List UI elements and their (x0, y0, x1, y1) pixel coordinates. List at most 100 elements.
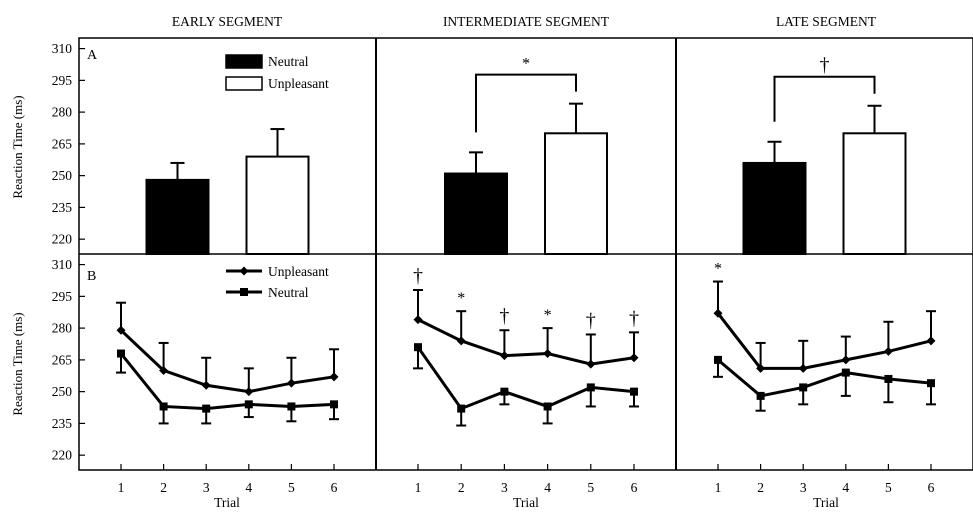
x-tick-label: 3 (800, 480, 807, 495)
ylabel-row-a: Reaction Time (ms) (10, 95, 25, 198)
column-title-late: LATE SEGMENT (776, 14, 877, 29)
row-label-a: A (87, 48, 98, 63)
x-tick-label: 6 (928, 480, 935, 495)
point-unpleasant (926, 336, 936, 346)
legend-label-unpleasant: Unpleasant (268, 76, 329, 91)
significance-bracket (475, 73, 577, 133)
y-tick-label: 250 (52, 384, 73, 399)
point-unpleasant (883, 346, 893, 356)
series-line-neutral (717, 358, 932, 398)
x-tick-label: 1 (118, 480, 125, 495)
point-neutral (414, 343, 422, 352)
point-neutral (799, 383, 808, 392)
column-title-intermediate: INTERMEDIATE SEGMENT (443, 14, 610, 29)
y-tick-label: 265 (52, 136, 73, 151)
point-neutral (714, 355, 722, 364)
point-neutral (884, 374, 893, 383)
legend-label-neutral-line: Neutral (268, 285, 309, 300)
x-tick-label: 1 (415, 480, 422, 495)
point-neutral (244, 400, 253, 409)
legend-marker-neutral (240, 288, 248, 296)
trial-significance-marker: † (499, 305, 509, 327)
series-line-neutral (416, 346, 635, 411)
series-line-unpleasant (716, 312, 932, 370)
y-tick-label: 280 (52, 321, 73, 336)
x-tick-label: 3 (203, 480, 210, 495)
point-neutral (500, 387, 509, 396)
xlabel-early: Trial (214, 495, 240, 510)
y-tick-label: 280 (52, 105, 73, 120)
y-tick-label: 220 (52, 232, 73, 247)
legend-marker-unpleasant (239, 266, 249, 276)
bar-unpleasant (245, 155, 310, 256)
point-unpleasant (586, 359, 596, 369)
xlabel-late: Trial (813, 495, 839, 510)
point-unpleasant (413, 315, 423, 325)
x-tick-label: 3 (501, 480, 508, 495)
x-tick-label: 2 (160, 480, 167, 495)
trial-significance-marker: * (714, 261, 722, 278)
point-unpleasant (329, 372, 339, 382)
column-title-early: EARLY SEGMENT (172, 14, 283, 29)
legend-label-neutral: Neutral (268, 54, 309, 69)
trial-significance-marker: * (544, 307, 552, 324)
significance-bracket (773, 75, 876, 122)
point-neutral (630, 387, 638, 396)
x-tick-label: 5 (288, 480, 295, 495)
point-neutral (117, 349, 125, 358)
chart-marks: 2202352502652802953102202352502652802953… (52, 41, 936, 495)
point-neutral (586, 383, 595, 392)
y-tick-label: 295 (52, 289, 73, 304)
series-line-unpleasant (119, 329, 335, 394)
point-unpleasant (244, 387, 254, 397)
point-unpleasant (286, 378, 296, 388)
x-tick-label: 5 (885, 480, 892, 495)
series-line-neutral (119, 352, 335, 411)
trial-significance-marker: † (629, 307, 639, 329)
bar-unpleasant (842, 132, 907, 255)
x-tick-label: 6 (631, 480, 638, 495)
point-neutral (287, 402, 296, 411)
point-unpleasant (756, 363, 766, 373)
bar-neutral (145, 178, 210, 255)
trial-significance-marker: † (413, 265, 423, 287)
x-tick-label: 6 (331, 480, 338, 495)
y-tick-label: 235 (52, 200, 73, 215)
point-neutral (330, 400, 338, 409)
point-unpleasant (841, 355, 851, 365)
point-unpleasant (201, 380, 211, 390)
trial-significance-marker: * (457, 290, 465, 307)
panel-frame (78, 37, 973, 471)
legend-swatch-neutral (225, 54, 263, 69)
x-tick-label: 4 (544, 480, 551, 495)
x-tick-label: 4 (842, 480, 849, 495)
y-tick-label: 220 (52, 448, 73, 463)
x-tick-label: 5 (587, 480, 594, 495)
point-unpleasant (543, 349, 553, 359)
point-unpleasant (713, 308, 723, 318)
legend-label-unpleasant-line: Unpleasant (268, 264, 329, 279)
point-unpleasant (629, 353, 639, 363)
xlabel-intermediate: Trial (513, 495, 539, 510)
y-tick-label: 295 (52, 73, 73, 88)
point-unpleasant (798, 363, 808, 373)
point-neutral (159, 402, 168, 411)
trial-significance-marker: † (586, 309, 596, 331)
y-tick-label: 310 (52, 41, 73, 56)
point-neutral (543, 402, 552, 411)
point-unpleasant (499, 351, 509, 361)
row-label-b: B (87, 269, 96, 284)
y-tick-label: 235 (52, 416, 73, 431)
point-unpleasant (456, 336, 466, 346)
x-tick-label: 1 (715, 480, 722, 495)
point-neutral (457, 404, 466, 413)
ylabel-row-b: Reaction Time (ms) (10, 312, 25, 415)
point-unpleasant (116, 325, 126, 335)
y-tick-label: 265 (52, 352, 73, 367)
x-tick-label: 4 (245, 480, 252, 495)
legend-line: Unpleasant Neutral (226, 264, 329, 300)
x-tick-label: 2 (458, 480, 465, 495)
point-neutral (756, 391, 765, 400)
series-line-unpleasant (417, 318, 635, 366)
